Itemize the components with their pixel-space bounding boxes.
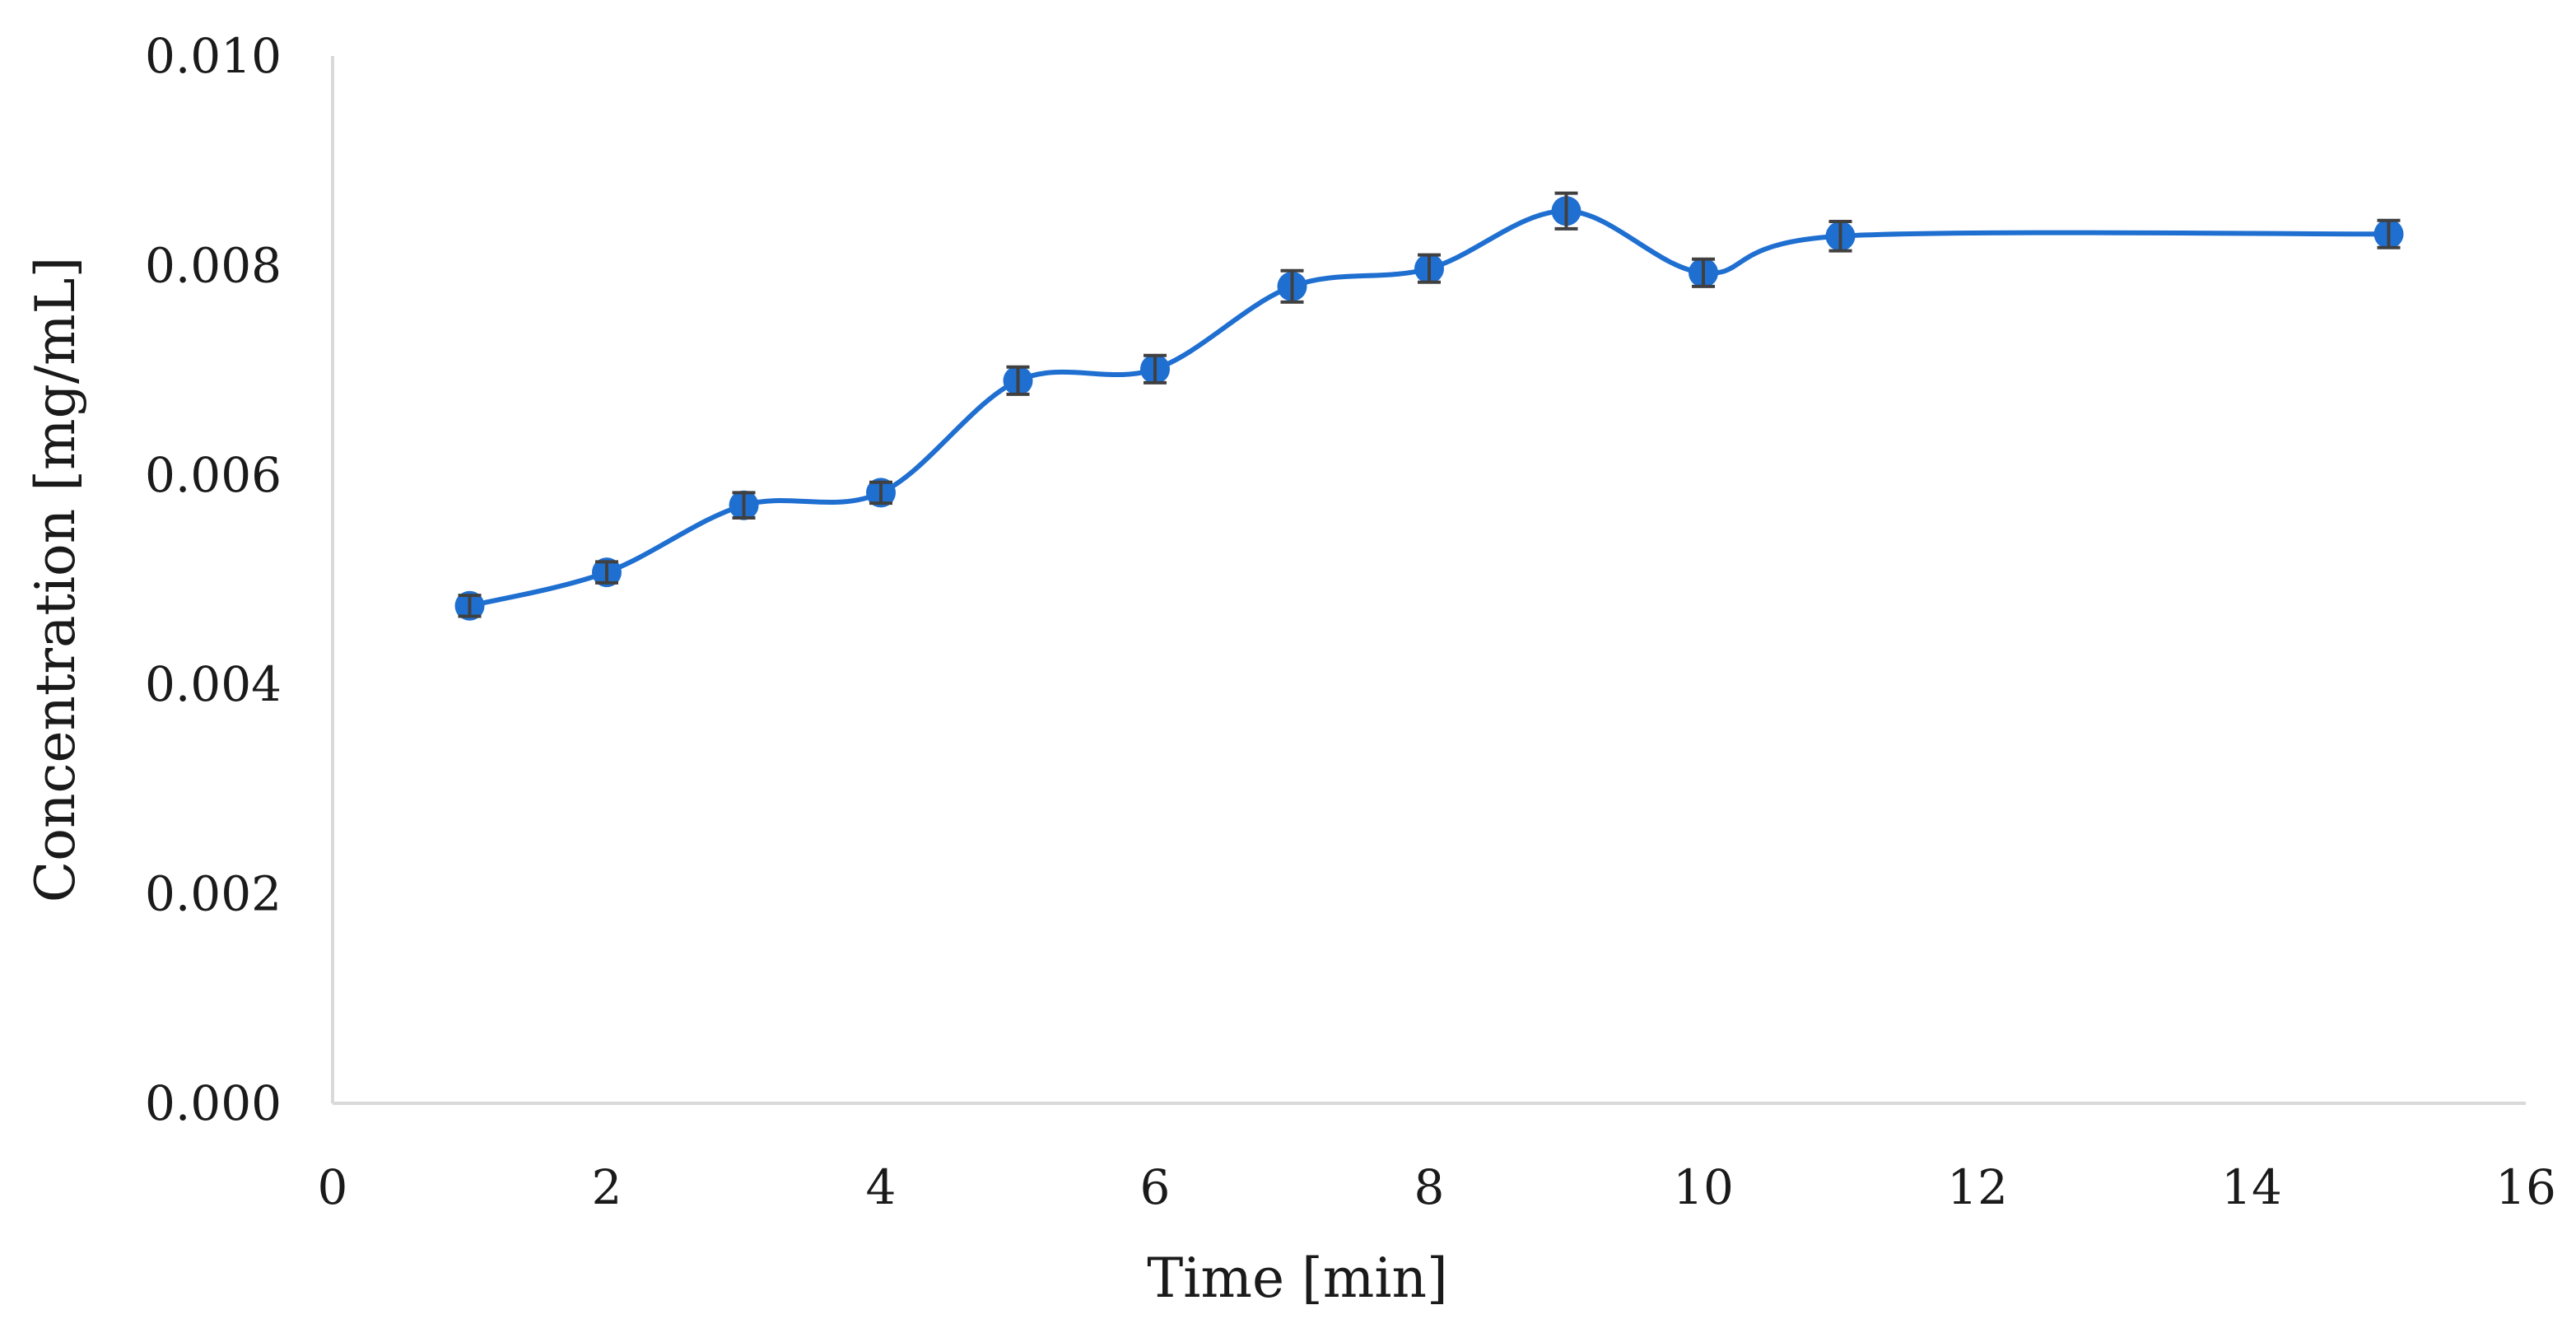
data-point-group — [1825, 219, 1856, 253]
data-point-group — [1689, 257, 1718, 288]
x-tick-label: 6 — [1140, 1159, 1171, 1215]
y-tick-label: 0.010 — [145, 28, 282, 84]
x-tick-label: 2 — [592, 1159, 622, 1215]
plot-area — [454, 191, 2404, 621]
data-point-group — [866, 478, 896, 508]
data-point-group — [1003, 365, 1033, 396]
x-tick-label: 4 — [866, 1159, 897, 1215]
x-tick-label: 0 — [318, 1159, 348, 1215]
x-tick-label: 14 — [2221, 1159, 2282, 1215]
y-tick-label: 0.004 — [145, 656, 282, 712]
data-point-group — [454, 590, 485, 621]
x-tick-label: 16 — [2495, 1159, 2556, 1215]
y-tick-label: 0.002 — [145, 866, 282, 922]
data-point-group — [1140, 353, 1170, 385]
x-tick-label: 10 — [1673, 1159, 1734, 1215]
y-axis-title: Concentration [mg/mL] — [24, 257, 87, 903]
x-axis-title: Time [min] — [1147, 1247, 1447, 1310]
data-point-group — [592, 557, 622, 588]
x-tick-label: 12 — [1947, 1159, 2008, 1215]
data-point-group — [1414, 253, 1444, 284]
y-tick-labels: 0.000 0.002 0.004 0.006 0.008 0.010 — [145, 28, 282, 1131]
y-tick-label: 0.006 — [145, 447, 282, 503]
data-point-group — [1277, 268, 1307, 304]
data-point-group — [1551, 191, 1581, 231]
x-tick-label: 8 — [1414, 1159, 1445, 1215]
x-tick-labels: 0 2 4 6 8 10 12 14 16 — [318, 1159, 2556, 1215]
axes — [331, 56, 2526, 1105]
y-tick-label: 0.000 — [145, 1075, 282, 1131]
data-point-group — [729, 490, 759, 520]
y-tick-label: 0.008 — [145, 237, 282, 293]
data-point-group — [2373, 218, 2404, 249]
